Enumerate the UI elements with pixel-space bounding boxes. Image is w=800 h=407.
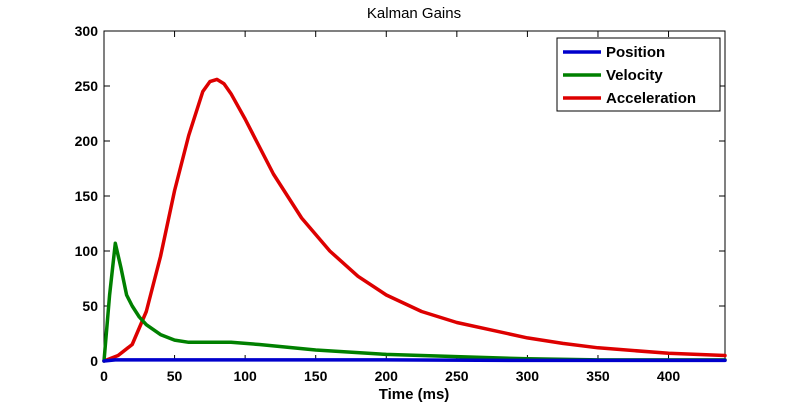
x-tick-label: 50 — [167, 368, 183, 384]
series-line-acceleration — [102, 77, 727, 363]
y-tick-label: 100 — [75, 243, 99, 259]
series-line-velocity — [102, 241, 727, 363]
x-tick-label: 400 — [657, 368, 681, 384]
x-tick-label: 300 — [516, 368, 540, 384]
legend: Position Velocity Acceleration — [556, 37, 721, 112]
x-tick-label: 0 — [100, 368, 108, 384]
series-line-position — [102, 358, 727, 363]
y-tick-label: 0 — [90, 353, 98, 369]
x-tick-label: 350 — [586, 368, 610, 384]
y-tick-label: 250 — [75, 78, 99, 94]
y-tick-label: 300 — [75, 23, 99, 39]
y-tick-label: 150 — [75, 188, 99, 204]
chart-title: Kalman Gains — [367, 5, 461, 22]
axis-ticks: 0 50 100 150 200 250 300 350 400 0 50 100 150 200 250 3… — [75, 23, 725, 384]
x-tick-label: 100 — [233, 368, 257, 384]
y-tick-label: 200 — [75, 133, 99, 149]
y-tick-label: 50 — [82, 298, 98, 314]
x-axis-label: Time (ms) — [379, 386, 450, 403]
legend-label-acceleration: Acceleration — [606, 90, 696, 107]
legend-label-velocity: Velocity — [606, 67, 663, 84]
x-tick-label: 250 — [445, 368, 469, 384]
x-tick-label: 200 — [375, 368, 399, 384]
legend-label-position: Position — [606, 44, 665, 61]
x-tick-label: 150 — [304, 368, 328, 384]
series-lines — [102, 77, 727, 363]
